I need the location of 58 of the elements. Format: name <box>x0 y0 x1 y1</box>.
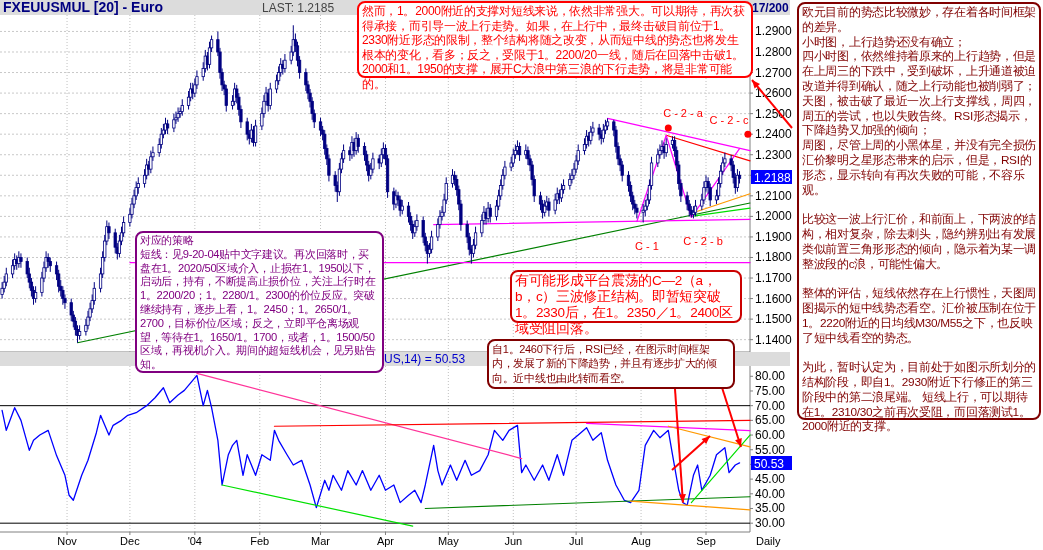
y-tick-label: 1.2800 <box>755 44 793 59</box>
y-tick-label: 75.00 <box>755 383 786 398</box>
text: 整体的评估，短线依然存在上行惯性，天图周图揭示的短中线势态看空。汇价被压制在位于1。2220附近的日均线M30/M55之下，也反映了短中线看空的势态。 <box>802 286 1037 346</box>
annotation: C - 1 <box>635 240 659 252</box>
x-tick-label: Nov <box>57 535 78 547</box>
y-tick-label: 70.00 <box>755 398 786 413</box>
annotation: C - 2 - c <box>709 114 750 126</box>
y-tick-label: 1.1600 <box>755 291 793 306</box>
text: 为此，暂时认定为，目前处于如图示所划分的结构阶段，即自1。2930附近下行修正的第三阶段中的第二浪尾端。 短线上行，可以期待在1。2310/30之前再次受阻，而回落测试1。2000附近的支撑。 <box>802 360 1037 435</box>
text: 四小时图，依然维持着原来的上行趋势，但是在上周三的下跌中，受到破坏，上升通道被迫改道并得到确认，随之上行动能也被削弱了； <box>802 49 1037 94</box>
y-tick-label: 35.00 <box>755 501 786 516</box>
annotation: 自1。2460下行后，RSI已经，在图示时间框架内，发展了新的下降趋势，并且有逐步扩大的倾向。近中线也由此转而看空。 <box>492 342 718 386</box>
annotation: C - 2 - a <box>663 107 704 119</box>
x-tick-label: Aug <box>631 535 651 547</box>
text: 欧元目前的势态比较微妙，存在着各时间框架的差异。 <box>802 5 1037 35</box>
x-tick-label: Apr <box>376 535 395 547</box>
x-tick-label: Feb <box>250 535 270 547</box>
x-tick-label: '04 <box>187 535 202 547</box>
y-tick-label: 1.2700 <box>755 65 793 80</box>
text: 周图，尽管上周的小黑体星，并没有完全损伤汇价黎明之星形态带来的启示，但是，RSI的形态，显示转向有再次失败的可能，不容乐观。 <box>802 138 1037 198</box>
x-tick-label: Sep <box>696 535 716 547</box>
y-tick-label: 1.2000 <box>755 209 793 224</box>
annotation: 有可能形成平台震荡的C—2（a，b，c）三波修正结构。即暂短突破1。2330后，在1。2350／1。2400区域受阻回落。 <box>515 273 734 337</box>
text: 17/200 <box>752 1 790 15</box>
y-tick-label: 45.00 <box>755 472 786 487</box>
chart-title: US,14) = 50.53 <box>384 352 466 366</box>
y-tick-label: 1.2300 <box>755 147 793 162</box>
text: 1.2188 <box>754 170 792 185</box>
y-tick-label: 1.2900 <box>755 24 793 39</box>
y-tick-label: 60.00 <box>755 428 786 443</box>
x-tick-label: May <box>437 535 460 547</box>
y-tick-label: 1.1400 <box>755 332 793 347</box>
annotation: 对应的策略 <box>140 234 195 248</box>
y-tick-label: 1.1800 <box>755 250 793 265</box>
text: 50.53 <box>754 456 785 471</box>
x-axis-title: Daily <box>756 535 781 547</box>
x-tick-label: Jul <box>569 535 584 547</box>
x-tick-label: Mar <box>311 535 331 547</box>
text: 小时图，上行趋势还没有确立； <box>802 34 967 50</box>
x-tick-label: Dec <box>120 535 141 547</box>
y-tick-label: 1.1500 <box>755 312 793 327</box>
y-tick-label: 1.1700 <box>755 271 793 286</box>
chart-title: FXEUUSMUL [20] - Euro <box>3 0 163 15</box>
text: 比较这一波上行汇价，和前面上，下两波的结构，相对复杂，除去刺头，隐约辨别出有发展类似前置三角形形态的倾向，隐示着为某一调整波段的c浪，可能性偏大。 <box>802 212 1037 272</box>
y-tick-label: 65.00 <box>755 413 786 428</box>
annotation: C - 2 - b <box>683 235 723 247</box>
y-tick-label: 1.2100 <box>755 188 793 203</box>
y-tick-label: 80.00 <box>755 369 786 384</box>
y-tick-label: 1.1900 <box>755 229 793 244</box>
chart-subtitle: LAST: 1.2185 <box>262 1 335 15</box>
y-tick-label: 40.00 <box>755 486 786 501</box>
y-tick-label: 55.00 <box>755 442 786 457</box>
text: 天图，被击破了最近一次上行支撑线，周四，周五的尝试，也以失败告终。RSI形态揭示，下降趋势又加强的倾向； <box>802 93 1037 139</box>
x-tick-label: Jun <box>504 535 523 547</box>
text: 短线：见9-20-04贴中文字建议。再次回落时，买盘在1。2020/50区域介入，止损在1。1950以下，启动后，持有，不断提高止损价位，关注上行时在1。2200/20；1。2280/1。2300的价位反应。突破继续持有，逐步上看，1。2450；1。2650/1。2700，目标价位/区域；反之，立即平仓离场观望，等待在1。1650/1。1700，或者，1。1500/50区域，再视机介入。期间的超短线机会，见另贴告知。 <box>140 247 376 371</box>
y-tick-label: 30.00 <box>755 516 786 531</box>
annotation: 然而，1。2000附近的支撑对短线来说，依然非常强大。可以期待，再次获得承接，而引导一波上行走势。如果，在上行中，最终击破目前位于1。2330附近形态的限制，整个结构将随之改变，从而短中线的势态也将发生根本的变化，看多；反之，受限于1。2200/20一线，随后在回落中击破1。2000和1。1950的支撑，展开C大浪中第三浪的下行走势，将是非常可能的。 <box>362 4 746 92</box>
y-tick-label: 1.2400 <box>755 127 793 142</box>
